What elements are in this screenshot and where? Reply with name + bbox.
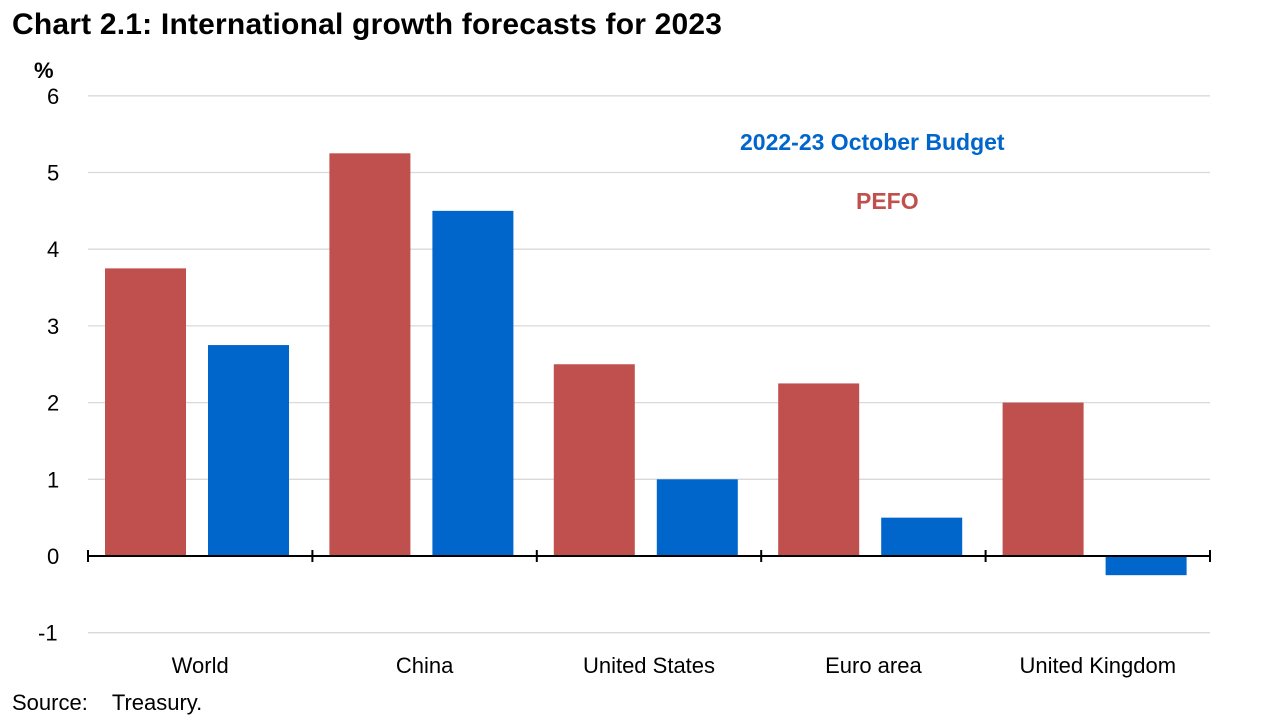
bar-october-budget-euro-area xyxy=(881,517,963,556)
bar-pefo-united-states xyxy=(553,364,635,556)
bar-october-budget-united-states xyxy=(656,479,738,556)
y-tick-label: 4 xyxy=(47,237,59,262)
chart-title: Chart 2.1: International growth forecast… xyxy=(12,8,723,41)
bar-pefo-world xyxy=(105,268,186,556)
y-tick-label: 2 xyxy=(47,391,59,416)
y-tick-label: 6 xyxy=(47,84,59,109)
x-tick-label: United Kingdom xyxy=(1020,653,1177,678)
bar-pefo-euro-area xyxy=(778,383,860,556)
x-axis xyxy=(87,550,1211,562)
x-tick-label: World xyxy=(172,653,229,678)
bar-october-budget-china xyxy=(432,210,514,556)
y-tick-label: 1 xyxy=(47,467,59,492)
x-tick-label: United States xyxy=(583,653,715,678)
y-tick-labels: -1 0 1 2 3 4 5 6 xyxy=(38,84,59,646)
legend-entry-october-budget: 2022-23 October Budget xyxy=(740,129,1005,155)
y-tick-label: 5 xyxy=(47,161,59,186)
bars xyxy=(105,153,1187,576)
legend-entry-pefo: PEFO xyxy=(856,188,919,214)
bar-pefo-china xyxy=(329,153,411,556)
source-text: Treasury. xyxy=(111,690,203,715)
y-tick-label: 0 xyxy=(47,544,59,569)
bar-october-budget-united-kingdom xyxy=(1105,556,1187,576)
source-note: Source: Treasury. xyxy=(12,690,202,716)
y-tick-label: 3 xyxy=(47,314,59,339)
bar-pefo-united-kingdom xyxy=(1002,402,1084,556)
x-tick-label: Euro area xyxy=(825,653,922,678)
bar-october-budget-world xyxy=(208,345,289,556)
y-axis-unit-label: % xyxy=(34,58,54,83)
x-tick-label: China xyxy=(396,653,454,678)
y-tick-label: -1 xyxy=(38,621,58,646)
x-tick-labels: World China United States Euro area United K… xyxy=(172,653,1176,678)
source-label: Source: xyxy=(12,690,88,715)
